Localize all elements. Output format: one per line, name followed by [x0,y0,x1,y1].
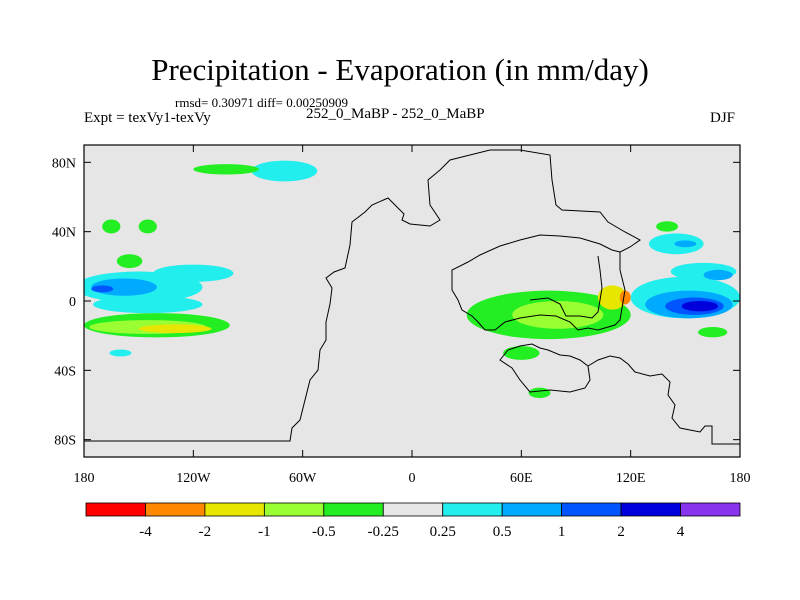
coastline-inner [529,255,603,319]
x-tick-label: 180 [730,471,751,486]
contour-region-28 [698,327,728,338]
x-tick-label: 0 [409,471,416,486]
contour-region-8 [138,324,212,334]
chart-title: Precipitation - Evaporation (in mm/day) [151,52,649,87]
coastline-west [84,149,641,442]
y-tick-label: 0 [69,295,76,310]
colorbar-box [501,502,563,517]
case-label: 252_0_MaBP - 252_0_MaBP [306,106,485,122]
y-tick-label: 80N [52,156,76,171]
contour-region-27 [656,221,679,232]
colorbar-label: 0.25 [430,524,456,540]
contour-region-3 [153,264,234,282]
y-tick-label: 40N [52,226,76,241]
x-tick-label: 180 [74,471,95,486]
contour-region-2 [91,285,114,293]
colorbar-box [561,502,622,517]
colorbar-box [145,502,206,517]
contour-region-5 [251,160,318,182]
colorbar-label: -2 [199,524,212,540]
contour-region-24 [674,240,697,248]
colorbar-box [85,502,146,517]
y-tick-label: 80S [54,434,76,449]
colorbar-box [382,502,444,517]
season-label: DJF [710,110,736,126]
contour-region-26 [703,269,733,281]
x-tick-label: 60W [289,471,317,486]
coastline-layer [84,149,740,445]
colorbar-label: -0.5 [312,524,336,540]
colorbar-label: 4 [677,524,685,540]
x-axis: 180 120W 60W 0 60E 120E 180 [74,145,751,486]
contour-region-12 [116,254,143,269]
contour-region-17 [503,346,540,360]
contour-region-10 [102,219,121,234]
contour-region-14 [512,301,604,329]
experiment-label: Expt = texVy1-texVy [84,110,211,126]
contour-region-15 [597,285,628,310]
colorbar-label: 1 [558,524,566,540]
colorbar-label: -0.25 [368,524,399,540]
y-tick-label: 40S [54,364,76,379]
colorbar-box [620,502,681,517]
contour-region-16 [619,290,631,305]
colorbar-box [442,502,503,517]
colorbar-box [680,502,741,517]
contour-region-9 [193,164,259,175]
contour-region-4 [93,295,203,314]
contour-region-29 [109,349,132,357]
x-tick-label: 60E [510,471,533,486]
y-axis: 80N 40N 0 40S 80S [52,156,740,449]
x-tick-label: 120W [176,471,211,486]
colorbar-label: -1 [258,524,271,540]
colorbar-label: -4 [139,524,152,540]
coastline-australia [499,343,591,393]
x-tick-label: 120E [616,471,646,486]
contour-region-11 [138,219,157,234]
contour-region-18 [528,387,551,399]
colorbar: -4 -2 -1 -0.5 -0.25 0.25 0.5 1 2 4 [85,502,741,540]
colorbar-label: 0.5 [493,524,512,540]
contour-fill-layer [84,160,740,399]
colorbar-box [263,502,325,517]
coastline-east [587,355,740,445]
colorbar-label: 2 [617,524,625,540]
stats-line: rmsd= 0.30971 diff= 0.00250909 [175,95,348,110]
colorbar-box [323,502,384,517]
contour-region-22 [681,301,719,312]
colorbar-box [204,502,265,517]
